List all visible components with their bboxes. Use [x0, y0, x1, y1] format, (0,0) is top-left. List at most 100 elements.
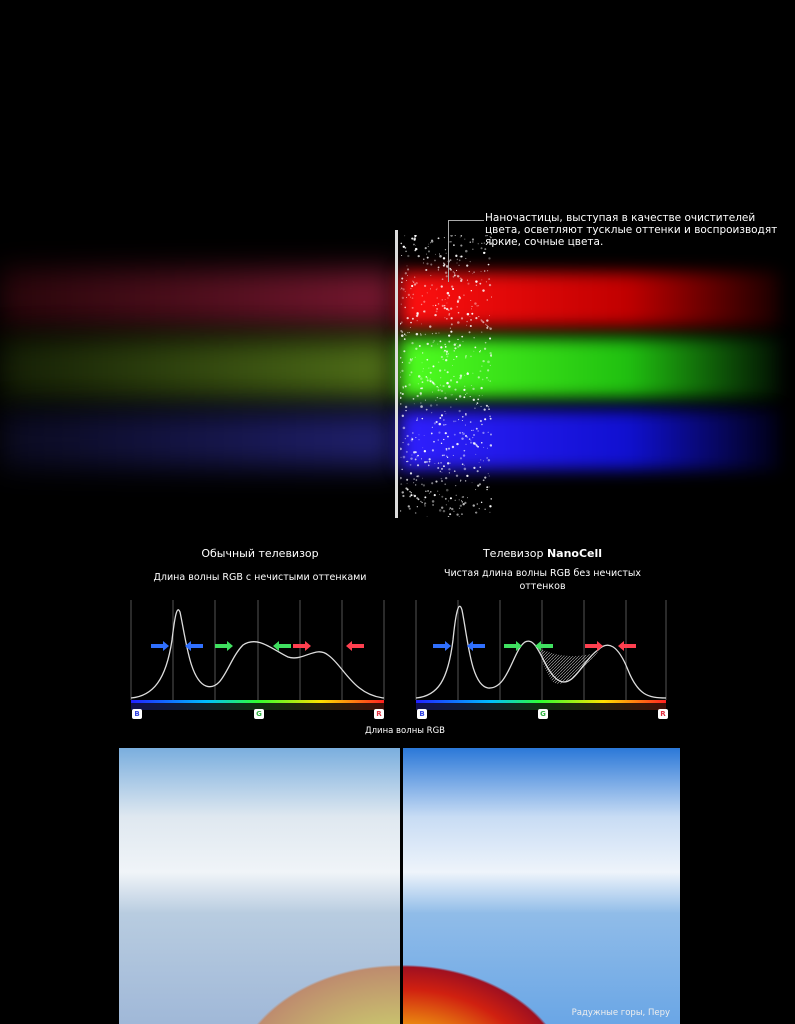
nanoparticle [462, 432, 465, 436]
nanoparticle [468, 438, 471, 440]
nanoparticle [454, 235, 456, 236]
callout-leader-line-vertical [448, 220, 449, 282]
nanoparticle [445, 488, 449, 492]
nanoparticle [460, 375, 462, 378]
nanoparticle [456, 305, 459, 308]
nanoparticle [477, 430, 479, 432]
nanoparticle [429, 371, 432, 374]
nanoparticle [409, 495, 411, 498]
nanoparticle [489, 327, 492, 331]
nanoparticle [416, 419, 418, 422]
nanoparticle [441, 472, 443, 473]
nanoparticle [488, 475, 490, 477]
nanoparticle [431, 449, 435, 452]
nanoparticle [472, 504, 475, 507]
nanoparticle [482, 431, 485, 434]
nanoparticle [415, 332, 419, 336]
nanoparticle [406, 460, 409, 463]
nanoparticle [437, 303, 440, 305]
nanoparticle [449, 379, 453, 382]
nanoparticle [471, 482, 473, 484]
nanoparticle [445, 424, 447, 426]
nanoparticle [465, 414, 467, 416]
nanoparticle [470, 299, 472, 301]
nanoparticle [440, 442, 443, 445]
nanoparticle [475, 284, 478, 287]
nanoparticle [405, 250, 407, 253]
nanoparticle [459, 457, 463, 460]
nanoparticle [472, 272, 474, 275]
nanoparticle [473, 337, 475, 339]
nanoparticle [444, 271, 448, 274]
nanoparticle [475, 453, 477, 455]
nanoparticle [402, 494, 405, 498]
nanoparticle [406, 265, 408, 267]
nanoparticle [472, 372, 474, 374]
nanoparticle [488, 315, 490, 317]
nanoparticle [466, 320, 468, 323]
nanoparticle [400, 289, 402, 291]
nanoparticle [474, 346, 477, 349]
nanoparticle [476, 470, 479, 473]
nanoparticle [424, 496, 427, 499]
nanoparticle [469, 315, 471, 317]
nanoparticle [421, 352, 424, 354]
nanoparticle [472, 241, 474, 243]
nanoparticle [437, 389, 440, 392]
nanoparticle [432, 382, 435, 385]
nanoparticle [437, 439, 440, 441]
nanoparticle [428, 243, 430, 245]
nanoparticle [457, 338, 459, 341]
nanoparticle [489, 354, 492, 357]
nanoparticle [405, 409, 407, 412]
nanoparticle [445, 275, 448, 278]
nanoparticle [452, 271, 455, 273]
nanoparticle [480, 319, 483, 321]
nanoparticle [463, 464, 465, 466]
nanoparticle [461, 335, 464, 338]
nanoparticle [453, 433, 456, 436]
nanoparticle [445, 449, 448, 451]
nanoparticle [460, 244, 463, 247]
nanoparticle [443, 465, 445, 468]
nanoparticle [475, 427, 478, 430]
nanoparticle [435, 420, 438, 424]
nanocell-tv-subtitle: Чистая длина волны RGB без нечистых отте… [443, 568, 642, 592]
nanoparticle [426, 292, 428, 294]
conventional-tv-title: Обычный телевизор [201, 547, 319, 560]
nanoparticle [455, 381, 459, 384]
nanoparticle [402, 442, 404, 444]
nanoparticle [441, 480, 443, 482]
nanoparticle [487, 270, 489, 272]
nanoparticle [445, 264, 447, 266]
nanoparticle [448, 447, 451, 450]
nanoparticle [476, 305, 478, 307]
nanoparticle [413, 494, 417, 498]
nanoparticle [483, 242, 486, 244]
nanoparticle [439, 470, 442, 473]
nanoparticle [444, 299, 446, 300]
nanoparticle [437, 237, 440, 240]
nanoparticle [446, 371, 449, 374]
nanoparticle [486, 376, 488, 379]
nanoparticle [479, 351, 481, 353]
nanoparticle [484, 418, 487, 421]
nanoparticle [481, 279, 483, 281]
arrow-left-red-icon [346, 641, 364, 651]
nanoparticle [441, 304, 444, 307]
nanoparticle [444, 317, 446, 319]
nanoparticle [455, 355, 458, 358]
nanoparticle [438, 369, 442, 372]
nanoparticle [449, 507, 452, 509]
nanoparticle [472, 248, 474, 250]
nanoparticle [481, 423, 483, 426]
nanoparticle [488, 283, 492, 287]
nanoparticle [453, 358, 455, 360]
nanoparticle [416, 417, 419, 419]
conventional-tv-subtitle: Длина волны RGB с нечистыми оттенками [153, 572, 367, 583]
nanoparticle [417, 454, 419, 457]
dull-green-band [0, 338, 395, 398]
nanoparticle [411, 284, 414, 288]
nanoparticle [415, 282, 418, 285]
nanoparticle [471, 238, 475, 241]
